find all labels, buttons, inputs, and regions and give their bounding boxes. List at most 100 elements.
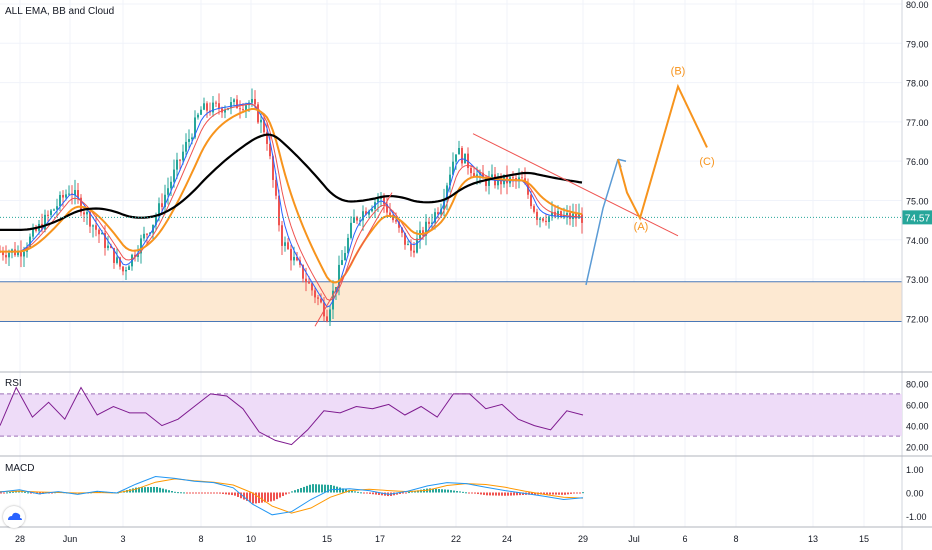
candle-body [338, 264, 340, 287]
macd-histogram-bar [513, 492, 515, 496]
macd-histogram-bar [471, 492, 473, 494]
candle-body [278, 195, 280, 226]
candle-body [413, 250, 415, 253]
candle-body [365, 211, 367, 215]
candle-body [515, 178, 517, 180]
candle-body [125, 269, 127, 272]
last-price-badge [902, 210, 932, 225]
time-axis-tick: 29 [578, 534, 588, 544]
candle-body [521, 177, 523, 179]
macd-histogram-bar [12, 491, 14, 493]
candle-body [161, 203, 163, 208]
candle-body [176, 159, 178, 170]
candle-body [155, 216, 157, 225]
macd-histogram-bar [288, 492, 290, 494]
candle-body [224, 109, 226, 113]
candle-body [236, 99, 238, 109]
candle-body [254, 98, 256, 105]
candle-body [50, 210, 52, 215]
macd-histogram-bar [441, 489, 443, 493]
ema-red-line [0, 103, 583, 301]
macd-histogram-bar [204, 492, 206, 494]
macd-histogram-bar [255, 492, 257, 504]
macd-histogram-bar [564, 492, 566, 495]
candle-body [173, 169, 175, 182]
macd-histogram-bar [447, 489, 449, 493]
time-axis-tick: 8 [198, 534, 203, 544]
candle-body [431, 222, 433, 224]
candle-body [458, 148, 460, 155]
candle-body [560, 211, 562, 218]
macd-line [0, 475, 584, 516]
macd-histogram-bar [282, 492, 284, 497]
macd-axis-tick: -1.00 [906, 512, 927, 522]
support-trendline [314, 192, 393, 327]
candle-body [212, 102, 214, 113]
candle-body [281, 225, 283, 246]
macd-histogram-bar [318, 484, 320, 493]
macd-histogram-bar [465, 492, 467, 494]
macd-histogram-bar [312, 484, 314, 493]
macd-histogram-bar [405, 492, 407, 494]
macd-signal-line [0, 478, 584, 514]
macd-histogram-bar [3, 492, 5, 494]
candle-body [353, 217, 355, 223]
macd-histogram-bar [138, 487, 140, 493]
candle-body [59, 194, 61, 207]
macd-histogram-bar [561, 492, 563, 495]
macd-histogram-bar [324, 484, 326, 493]
candle-body [80, 197, 82, 213]
candle-body [47, 214, 49, 216]
candle-body [470, 167, 472, 174]
candle-body [563, 214, 565, 218]
macd-histogram-bar [504, 492, 506, 496]
candle-body [347, 237, 349, 253]
macd-histogram-bar [345, 489, 347, 493]
macd-histogram-bar [279, 492, 281, 498]
candle-body [8, 252, 10, 258]
candle-body [488, 177, 490, 186]
candle-body [302, 264, 304, 279]
candle-body [428, 221, 430, 224]
macd-histogram-bar [9, 492, 11, 494]
macd-histogram-bar [402, 492, 404, 494]
macd-histogram-bar [177, 492, 179, 494]
macd-histogram-bar [228, 492, 230, 495]
candle-body [290, 249, 292, 261]
macd-histogram-bar [21, 491, 23, 493]
candle-body [404, 232, 406, 245]
candle-body [74, 190, 76, 195]
candle-body [116, 257, 118, 263]
rsi-axis-tick: 80.00 [906, 379, 929, 389]
candle-body [188, 139, 190, 142]
candle-body [473, 173, 475, 178]
candle-body [530, 194, 532, 207]
candle-body [536, 211, 538, 220]
candle-body [101, 233, 103, 235]
candle-body [143, 233, 145, 239]
macd-histogram-bar [369, 492, 371, 494]
candle-body [518, 177, 520, 180]
macd-histogram-bar [531, 492, 533, 495]
macd-histogram-bar [315, 484, 317, 493]
candle-body [287, 242, 289, 250]
macd-histogram-bar [570, 492, 572, 494]
time-axis-tick: 15 [322, 534, 332, 544]
candle-body [245, 105, 247, 110]
candle-body [164, 194, 166, 208]
macd-histogram-bar [543, 492, 545, 495]
macd-histogram-bar [219, 492, 221, 494]
macd-histogram-bar [459, 491, 461, 493]
macd-histogram-bar [474, 492, 476, 494]
price-axis-tick: 77.00 [906, 118, 929, 128]
macd-histogram-bar [252, 492, 254, 504]
candle-body [272, 156, 274, 180]
candle-body [362, 211, 364, 221]
candle-body [200, 109, 202, 115]
tradingview-logo[interactable] [3, 506, 25, 528]
macd-histogram-bar [357, 491, 359, 493]
macd-histogram-bar [159, 487, 161, 493]
candle-body [32, 228, 34, 237]
candle-body [329, 309, 331, 322]
